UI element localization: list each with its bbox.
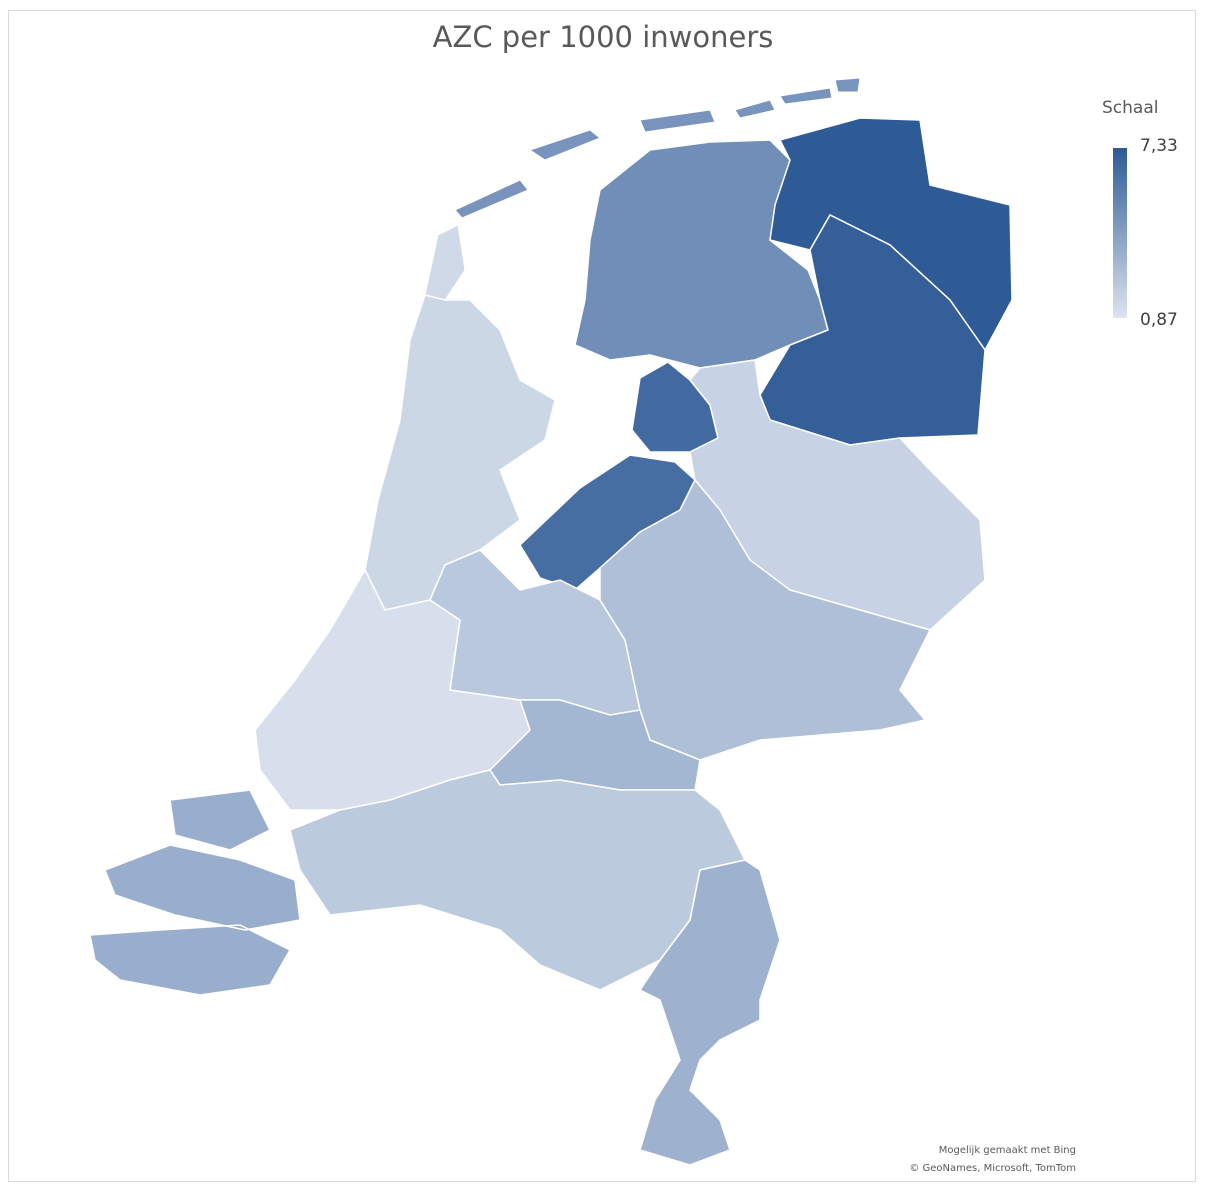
map-title: AZC per 1000 inwoners [432, 20, 774, 54]
map-credit-bing: Mogelijk gemaakt met Bing [938, 1145, 1076, 1156]
region-noord-holland[interactable] [364, 294, 556, 611]
legend-title: Schaal [1102, 98, 1159, 118]
legend-max-label: 7,33 [1140, 136, 1178, 156]
legend-min-label: 0,87 [1140, 310, 1178, 330]
region-texel[interactable] [424, 224, 466, 301]
region-limburg[interactable] [638, 859, 781, 1166]
map-credit-sources: © GeoNames, Microsoft, TomTom [909, 1163, 1076, 1174]
legend-gradient-bar [1113, 148, 1127, 318]
region-waddeneilanden[interactable] [454, 77, 861, 219]
region-zeeland[interactable] [89, 789, 301, 996]
